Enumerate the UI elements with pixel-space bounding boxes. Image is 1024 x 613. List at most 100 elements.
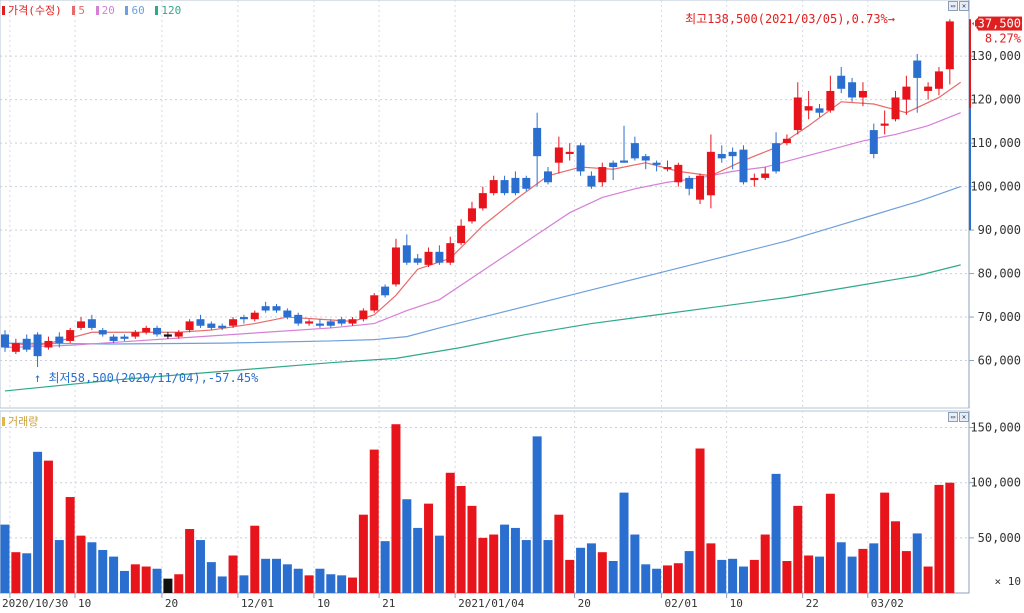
date-tick-label: 10 bbox=[78, 597, 91, 609]
volume-bar bbox=[554, 514, 564, 593]
volume-tick-label: 50,000 bbox=[978, 531, 1021, 545]
price-tick-label: 100,000 bbox=[970, 180, 1021, 194]
volume-bar bbox=[98, 549, 108, 593]
candle-body bbox=[522, 177, 531, 189]
volume-bar bbox=[945, 482, 955, 593]
candle-body bbox=[620, 160, 629, 163]
volume-bar bbox=[793, 505, 803, 593]
legend-marker-icon bbox=[155, 6, 159, 15]
candle-body bbox=[924, 86, 933, 91]
candles bbox=[1, 19, 954, 368]
volume-bar bbox=[880, 492, 890, 593]
candle-body bbox=[163, 334, 172, 337]
volume-bar bbox=[391, 424, 401, 593]
date-tick-label: 03/02 bbox=[871, 597, 904, 609]
candle-body bbox=[663, 167, 672, 170]
candle-body bbox=[131, 332, 140, 337]
candle-body bbox=[446, 243, 455, 263]
candle-body bbox=[98, 330, 107, 335]
candle-body bbox=[706, 151, 715, 196]
candle-body bbox=[305, 321, 314, 324]
date-tick-label: 12/01 bbox=[241, 597, 274, 609]
candle-body bbox=[77, 321, 86, 328]
legend-price: 가격(수정) bbox=[2, 4, 62, 17]
volume-bar bbox=[630, 534, 640, 593]
price-tick-label: 60,000 bbox=[978, 354, 1021, 368]
volume-bar bbox=[760, 534, 770, 593]
volume-bar bbox=[673, 563, 683, 593]
volume-bar bbox=[695, 448, 705, 593]
volume-bar bbox=[815, 556, 824, 593]
candle-body bbox=[261, 306, 270, 311]
candle-body bbox=[467, 208, 476, 222]
volume-bar bbox=[0, 524, 10, 593]
candle-body bbox=[489, 180, 498, 194]
annotations: 최고138,500(2021/03/05),0.73%→ ↑ 최저58,500(2… bbox=[34, 12, 1022, 385]
candle-body bbox=[544, 171, 552, 183]
volume-bar bbox=[250, 525, 260, 593]
candle-body bbox=[381, 286, 390, 296]
candle-body bbox=[858, 90, 867, 98]
candle-body bbox=[913, 60, 922, 78]
candle-body bbox=[1, 334, 9, 348]
candle-body bbox=[457, 225, 466, 244]
candle-body bbox=[44, 340, 53, 348]
candle-body bbox=[153, 327, 162, 335]
volume-bar bbox=[228, 555, 238, 593]
volume-panel-minimize-button[interactable]: ▭ bbox=[948, 412, 958, 422]
candle-body bbox=[815, 108, 824, 113]
volume-bar bbox=[597, 552, 607, 593]
volume-bar bbox=[836, 542, 846, 593]
candle-body bbox=[229, 319, 238, 326]
volume-bar bbox=[489, 534, 499, 593]
candle-body bbox=[674, 164, 683, 183]
volume-bar bbox=[163, 578, 173, 593]
price-panel-close-button[interactable]: ✕ bbox=[959, 1, 969, 11]
legend-marker-icon bbox=[72, 6, 76, 15]
volume-bar bbox=[87, 542, 97, 593]
volume-bar bbox=[923, 566, 933, 593]
volume-legend: 거래량 bbox=[2, 413, 38, 429]
volume-bar bbox=[717, 559, 727, 593]
volume-bar bbox=[478, 537, 488, 593]
legend-ma60: 60 bbox=[125, 4, 145, 17]
candle-body bbox=[761, 173, 770, 178]
date-tick-label: 2021/01/04 bbox=[458, 597, 525, 609]
volume-bar bbox=[152, 568, 162, 593]
volume-bar bbox=[358, 514, 368, 593]
volume-bar bbox=[424, 503, 434, 593]
date-tick-label: 20 bbox=[165, 597, 178, 609]
current-price-badge bbox=[978, 16, 1022, 31]
candle-body bbox=[533, 127, 542, 157]
volume-bar bbox=[174, 574, 184, 593]
volume-bar bbox=[565, 559, 575, 593]
moving-average-lines bbox=[4, 81, 962, 392]
volume-bar bbox=[217, 576, 227, 593]
ma60-line bbox=[4, 186, 961, 345]
volume-bar bbox=[130, 564, 140, 593]
candle-body bbox=[272, 306, 281, 311]
volume-bar bbox=[326, 574, 336, 593]
legend-ma5: 5 bbox=[72, 4, 85, 17]
volume-panel-close-button[interactable]: ✕ bbox=[959, 412, 969, 422]
volume-bar bbox=[380, 541, 390, 593]
volume-bar bbox=[22, 553, 32, 593]
volume-bar bbox=[109, 556, 119, 593]
volume-bar bbox=[239, 575, 249, 593]
candle-body bbox=[109, 336, 118, 341]
volume-bar bbox=[402, 499, 412, 593]
candle-body bbox=[848, 82, 857, 98]
legend-marker-icon bbox=[2, 6, 5, 15]
current-price-pointer-icon bbox=[972, 17, 978, 30]
candle-body bbox=[66, 330, 75, 341]
low-price-annotation: ↑ 최저58,500(2020/11/04),-57.45% bbox=[34, 371, 259, 385]
candle-body bbox=[283, 310, 292, 318]
volume-bar bbox=[304, 575, 314, 593]
date-tick-label: 20 bbox=[578, 597, 591, 609]
candle-body bbox=[435, 251, 444, 263]
candle-body bbox=[55, 336, 64, 344]
volume-bar bbox=[337, 575, 347, 593]
legend-ma20: 20 bbox=[95, 4, 115, 17]
price-panel-minimize-button[interactable]: ▭ bbox=[948, 1, 958, 11]
